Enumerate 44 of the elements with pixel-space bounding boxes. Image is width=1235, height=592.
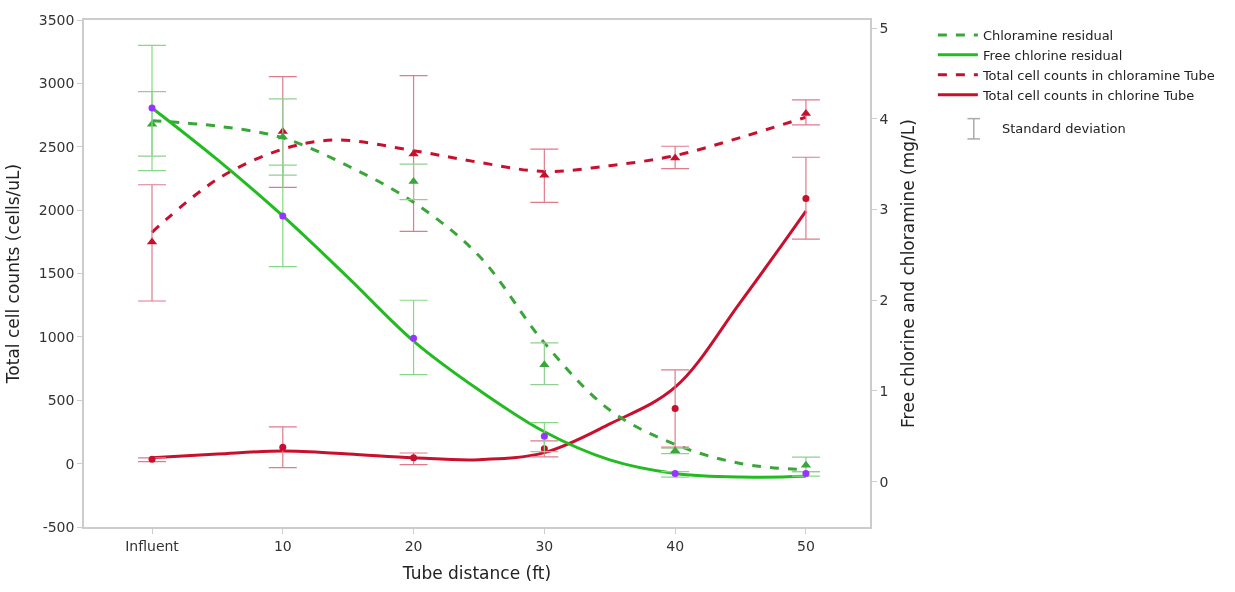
point (279, 443, 287, 451)
y-tick-label: 500 (47, 392, 75, 409)
y2-tick-label: 2 (879, 292, 889, 309)
point (671, 469, 679, 477)
point (671, 404, 679, 412)
y2-axis-title: Free chlorine and chloramine (mg/L) (898, 119, 919, 428)
x-tick-label: 30 (535, 537, 554, 554)
legend-label: Total cell counts in chloramine Tube (981, 67, 1215, 83)
point (279, 212, 287, 220)
y2-tick-label: 0 (879, 473, 889, 490)
y2-tick-label: 1 (879, 382, 889, 399)
legend-label: Chloramine residual (982, 28, 1114, 44)
y-tick-label: 0 (65, 455, 75, 472)
point (408, 176, 419, 184)
x-tick-label: 20 (404, 537, 423, 554)
point (410, 454, 418, 462)
point (539, 170, 550, 178)
y-tick-label: -500 (42, 518, 75, 535)
legend-label: Free chlorine residual (982, 47, 1123, 63)
text: Standard deviation (1002, 121, 1126, 136)
y2-tick-label: 3 (879, 201, 889, 218)
y-tick-label: 1500 (38, 265, 75, 282)
y-tick-label: 3500 (38, 11, 75, 28)
point (408, 149, 419, 157)
point (802, 194, 810, 202)
x-tick-label: 40 (666, 537, 685, 554)
point (802, 469, 810, 477)
y2-tick-label: 4 (879, 110, 889, 127)
y-tick-label: 2000 (38, 202, 75, 219)
y2-tick-label: 5 (879, 20, 889, 37)
point (410, 334, 418, 342)
y-tick-label: 3000 (38, 75, 75, 92)
point (540, 432, 548, 440)
x-axis-title: Tube distance (ft) (401, 563, 552, 584)
point (148, 455, 156, 463)
point (148, 104, 156, 112)
x-tick-label: 50 (797, 537, 815, 554)
x-tick-label: Influent (125, 537, 180, 554)
y-axis-title: Total cell counts (cells/uL) (2, 163, 23, 385)
legend-label: Total cell counts in chlorine Tube (981, 87, 1195, 103)
x-tick-label: 10 (273, 537, 292, 554)
y-tick-label: 1000 (38, 328, 75, 345)
point (277, 132, 288, 140)
y-tick-label: 2500 (38, 138, 75, 155)
